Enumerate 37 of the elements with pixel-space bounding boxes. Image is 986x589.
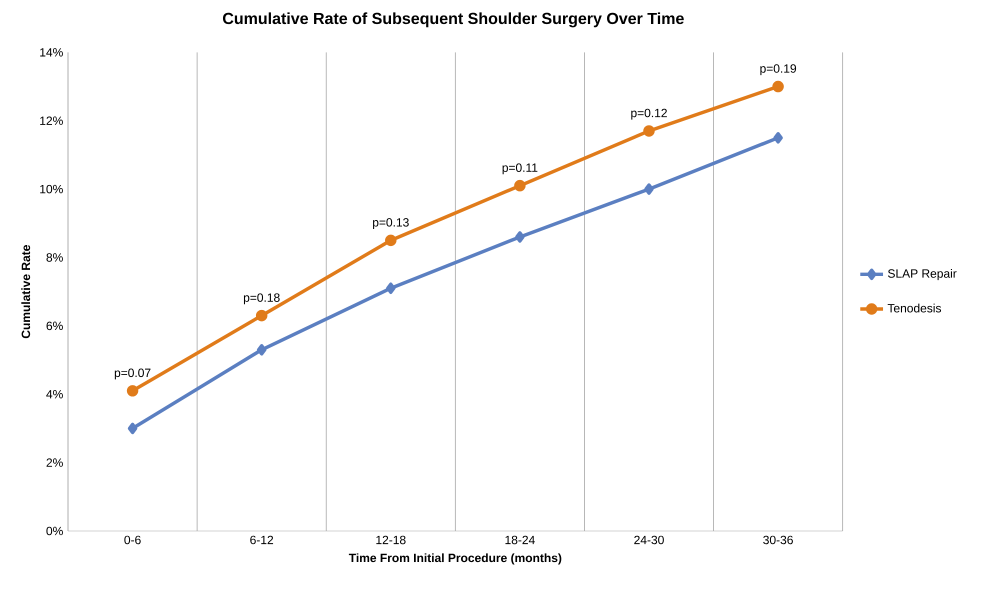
point xyxy=(256,344,266,356)
x-axis-title: Time From Initial Procedure (months) xyxy=(348,553,562,565)
x-tick-label: 6-12 xyxy=(250,536,274,544)
legend-label: SLAP Repair xyxy=(888,268,957,280)
y-tick-label: 0% xyxy=(46,526,63,536)
point xyxy=(644,183,654,195)
x-tick-label: 18-24 xyxy=(505,536,535,544)
point xyxy=(515,231,525,243)
y-tick-label: 14% xyxy=(40,48,63,57)
annotation: p=0.18 xyxy=(244,293,280,304)
point xyxy=(772,80,784,92)
y-tick-label: 2% xyxy=(46,458,63,467)
point xyxy=(256,310,268,322)
point xyxy=(128,422,138,434)
point xyxy=(643,125,655,137)
y-tick-label: 8% xyxy=(46,253,63,262)
point xyxy=(773,132,783,144)
legend-label: Tenodesis xyxy=(888,304,942,312)
y-axis-title: Cumulative Rate xyxy=(21,245,30,338)
point xyxy=(385,234,397,246)
y-tick-label: 6% xyxy=(46,322,63,330)
x-tick-label: 0-6 xyxy=(124,536,141,544)
y-tick-label: 10% xyxy=(40,184,63,194)
x-tick-label: 30-36 xyxy=(763,536,793,544)
x-tick-label: 24-30 xyxy=(634,536,664,544)
x-tick-label: 12-18 xyxy=(376,536,406,544)
point xyxy=(514,180,526,192)
annotation: p=0.11 xyxy=(502,163,538,174)
annotation: p=0.12 xyxy=(631,108,667,120)
chart-title: Cumulative Rate of Subsequent Shoulder Surgery Over Time xyxy=(222,12,684,28)
annotation: p=0.13 xyxy=(373,218,409,229)
y-tick-label: 12% xyxy=(40,116,63,125)
point xyxy=(126,385,138,397)
y-tick-label: 4% xyxy=(46,390,63,398)
annotation: p=0.07 xyxy=(114,368,150,380)
point xyxy=(386,282,396,294)
annotation: p=0.19 xyxy=(760,64,796,76)
